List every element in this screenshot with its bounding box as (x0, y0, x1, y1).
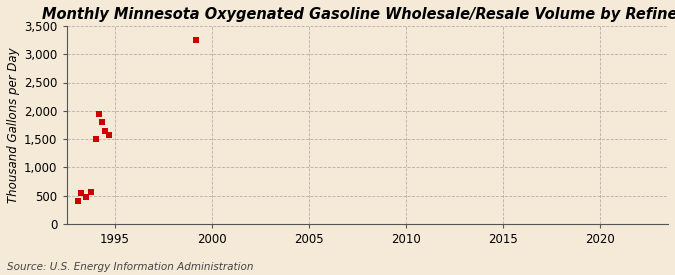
Point (76, 191, 86, 196)
Point (97, 120, 107, 124)
Point (80, 195, 91, 200)
Point (90, 136, 101, 141)
Point (100, 128, 111, 133)
Point (72, 199, 83, 204)
Point (94, 111, 105, 116)
Title: Monthly Minnesota Oxygenated Gasoline Wholesale/Resale Volume by Refiners: Monthly Minnesota Oxygenated Gasoline Wh… (42, 7, 675, 22)
Y-axis label: Thousand Gallons per Day: Thousand Gallons per Day (7, 47, 20, 203)
Point (190, 38, 201, 42)
Point (85, 190, 96, 194)
Point (103, 132, 114, 137)
Text: Source: U.S. Energy Information Administration: Source: U.S. Energy Information Administ… (7, 262, 253, 272)
